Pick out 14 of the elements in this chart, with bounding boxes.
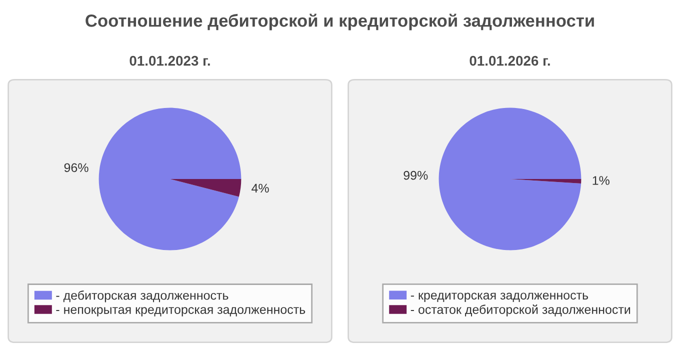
legend-label: - кредиторская задолженность bbox=[410, 292, 588, 302]
pie-slice bbox=[98, 108, 242, 250]
data-label: 96% bbox=[64, 163, 88, 172]
legend-label: - дебиторская задолженность bbox=[56, 290, 228, 302]
chart-subtitle: 01.01.2023 г. bbox=[130, 56, 210, 66]
data-label: 4% bbox=[252, 184, 269, 193]
legend-label: - непокрытая кредиторская задолженность bbox=[56, 307, 306, 316]
data-label: 99% bbox=[404, 170, 428, 180]
pie-slice bbox=[170, 179, 242, 197]
legend-label: - остаток дебиторской задолженности bbox=[410, 304, 630, 316]
chart-title: Соотношение дебиторской и кредиторской задолженности bbox=[86, 14, 594, 30]
data-label: 1% bbox=[592, 176, 610, 185]
chart-subtitle: 01.01.2026 г. bbox=[470, 56, 550, 66]
pie-slice bbox=[438, 108, 582, 250]
